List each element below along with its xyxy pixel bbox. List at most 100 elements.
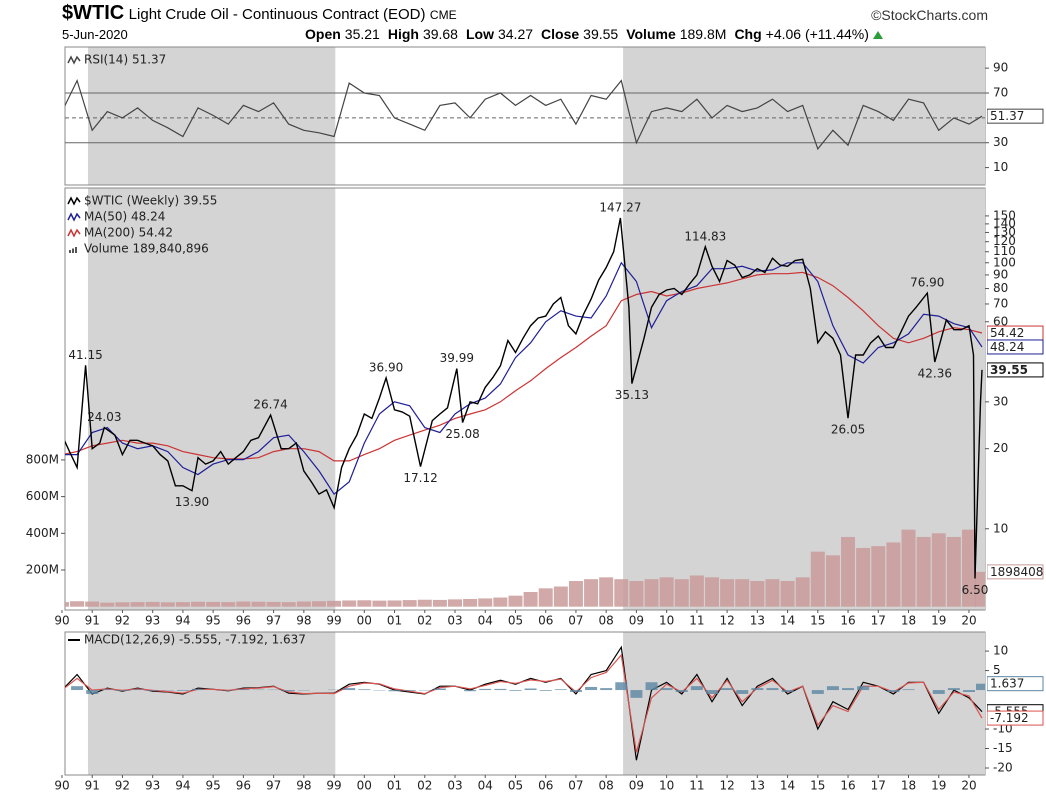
histogram-bar xyxy=(539,690,552,691)
value-tag-label: 1.637 xyxy=(990,677,1024,691)
x-tick-label: 92 xyxy=(115,779,130,793)
value-tag-box xyxy=(987,362,1044,378)
histogram-bar xyxy=(509,690,522,691)
histogram-bar xyxy=(494,688,507,691)
value-tag-box xyxy=(987,710,1044,726)
value-tag: 189840896 xyxy=(987,564,1046,580)
volume-bar xyxy=(871,546,886,607)
y-tick-label: 30 xyxy=(993,135,1008,149)
histogram-bar xyxy=(826,686,839,691)
extreme-label: 36.90 xyxy=(369,360,403,374)
volume-bar xyxy=(886,542,901,607)
y-tick-label: 90 xyxy=(993,267,1008,281)
histogram-bar xyxy=(116,690,129,691)
series-line xyxy=(65,78,983,151)
legend-swatch xyxy=(72,248,74,253)
volume-bar xyxy=(478,598,493,607)
credit: ©StockCharts.com xyxy=(871,7,988,23)
legend-label: Volume 189,840,896 xyxy=(84,242,209,256)
histogram-bar xyxy=(554,689,567,691)
volume-bar xyxy=(629,581,644,607)
y2-tick-label: 400M xyxy=(26,526,59,540)
quote-label: Low xyxy=(465,26,494,42)
y-tick-label: 10 xyxy=(993,521,1008,535)
volume-bar xyxy=(974,571,985,607)
value-tag: -7.192 xyxy=(987,710,1044,726)
x-tick-label: 95 xyxy=(206,779,221,793)
x-tick-label: 01 xyxy=(387,614,402,628)
shaded-period xyxy=(623,47,985,185)
quote-value: 34.27 xyxy=(497,26,534,42)
x-tick-label: 02 xyxy=(417,614,432,628)
x-tick-label: 10 xyxy=(659,779,674,793)
x-tick-label: 20 xyxy=(961,779,976,793)
volume-bar xyxy=(674,579,689,607)
x-tick-label: 09 xyxy=(629,779,644,793)
legend-label: $WTIC (Weekly) 39.55 xyxy=(84,194,217,208)
histogram-bar xyxy=(403,690,416,691)
extreme-label: 35.13 xyxy=(615,388,649,402)
quote-label: Open xyxy=(305,26,341,42)
volume-bar xyxy=(493,597,508,607)
histogram-bar xyxy=(766,688,779,691)
x-tick-label: 18 xyxy=(901,779,916,793)
x-tick-label: 04 xyxy=(478,614,493,628)
series-line xyxy=(65,217,983,579)
histogram-bar xyxy=(842,688,855,691)
volume-bar xyxy=(236,601,251,607)
volume-bar xyxy=(130,602,145,607)
y-tick-label: 5 xyxy=(993,663,1001,677)
legend-swatch xyxy=(69,250,71,253)
value-tag-label: 189840896 xyxy=(990,565,1046,579)
histogram-bar xyxy=(857,686,870,691)
histogram-bar xyxy=(71,686,84,691)
value-tag-label: 39.55 xyxy=(990,363,1028,377)
extreme-label: 147.27 xyxy=(599,201,641,215)
x-tick-label: 07 xyxy=(568,614,583,628)
up-arrow xyxy=(872,31,883,39)
histogram-bar xyxy=(176,690,189,691)
shaded-period xyxy=(87,47,336,185)
x-tick-label: 11 xyxy=(689,614,704,628)
volume-bar xyxy=(206,601,221,607)
y-tick-label: 70 xyxy=(993,296,1008,310)
shaded-period xyxy=(87,188,336,610)
y-tick-label: 110 xyxy=(993,244,1016,258)
histogram-bar xyxy=(615,682,628,691)
quote-label: High xyxy=(387,26,419,42)
extreme-label: 26.05 xyxy=(831,423,865,437)
shaded-period xyxy=(87,632,336,775)
volume-bar xyxy=(795,577,810,607)
x-tick-label: 20 xyxy=(961,614,976,628)
x-tick-label: 11 xyxy=(689,779,704,793)
extreme-label: 6.50 xyxy=(962,583,989,597)
histogram-bar xyxy=(237,689,250,691)
y2-tick-label: 800M xyxy=(26,452,59,466)
x-tick-label: 00 xyxy=(357,614,372,628)
x-tick-label: 08 xyxy=(599,779,614,793)
histogram-bar xyxy=(131,689,144,691)
y-tick-label: 130 xyxy=(993,225,1016,239)
extreme-label: 42.36 xyxy=(918,366,952,380)
legend-label: , -7.192 xyxy=(218,633,264,647)
histogram-bar xyxy=(101,689,114,691)
histogram-bar xyxy=(630,690,643,698)
volume-bar xyxy=(614,579,629,607)
volume-bar xyxy=(901,529,916,607)
histogram-bar xyxy=(721,688,734,691)
volume-bar xyxy=(115,602,130,607)
volume-bar xyxy=(599,577,614,607)
histogram-bar xyxy=(358,689,371,691)
histogram-bar xyxy=(781,690,794,693)
x-tick-label: 95 xyxy=(206,614,221,628)
y-tick-label: 20 xyxy=(993,441,1008,455)
legend-label: MA(50) 48.24 xyxy=(84,210,165,224)
legend-label: MA(200) 54.42 xyxy=(84,226,173,240)
histogram-bar xyxy=(902,689,915,691)
volume-bar xyxy=(689,575,704,607)
y-tick-label: 10 xyxy=(993,160,1008,174)
x-tick-label: 16 xyxy=(840,779,855,793)
volume-bar xyxy=(931,533,946,607)
volume-bar xyxy=(387,600,402,607)
x-tick-label: 15 xyxy=(810,779,825,793)
